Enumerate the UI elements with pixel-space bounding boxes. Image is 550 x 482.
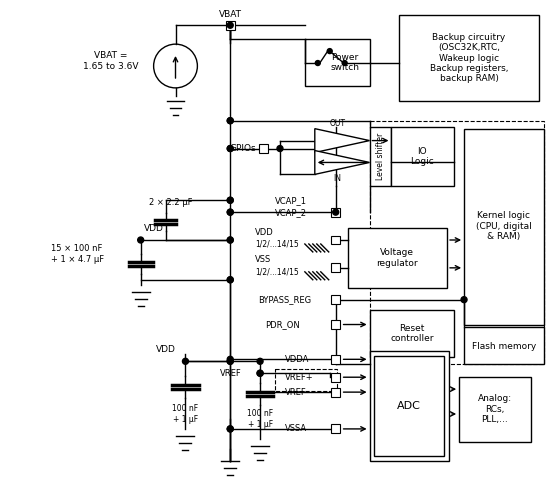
Circle shape xyxy=(227,197,233,203)
Circle shape xyxy=(227,358,233,364)
Bar xyxy=(331,388,340,397)
Circle shape xyxy=(227,118,233,124)
Bar xyxy=(348,228,447,288)
Circle shape xyxy=(461,297,467,303)
Text: 1/2/...14/15: 1/2/...14/15 xyxy=(255,268,299,276)
Text: VDDA: VDDA xyxy=(285,355,309,364)
Bar xyxy=(226,21,235,30)
Bar xyxy=(275,369,337,391)
Circle shape xyxy=(277,146,283,151)
Bar xyxy=(370,120,543,364)
Circle shape xyxy=(327,49,332,54)
Text: 100 nF
+ 1 μF: 100 nF + 1 μF xyxy=(247,409,273,428)
Text: Kernel logic
(CPU, digital
& RAM): Kernel logic (CPU, digital & RAM) xyxy=(476,211,532,241)
Text: ADC: ADC xyxy=(398,401,421,411)
Circle shape xyxy=(227,146,233,151)
Circle shape xyxy=(227,146,233,151)
Text: Level shifter: Level shifter xyxy=(376,133,385,180)
Text: VREF+: VREF+ xyxy=(285,373,314,382)
Circle shape xyxy=(227,277,233,283)
Bar xyxy=(331,295,340,304)
Text: IO
Logic: IO Logic xyxy=(410,147,434,166)
Circle shape xyxy=(227,358,233,364)
Bar xyxy=(370,309,454,357)
Circle shape xyxy=(227,237,233,243)
Bar xyxy=(399,15,538,101)
Text: Reset
controller: Reset controller xyxy=(390,324,434,343)
Text: Flash memory: Flash memory xyxy=(472,342,536,351)
Text: BYPASS_REG: BYPASS_REG xyxy=(258,295,311,304)
Circle shape xyxy=(257,370,263,376)
Text: VCAP_2: VCAP_2 xyxy=(275,208,307,217)
Polygon shape xyxy=(315,129,370,152)
Text: Voltage
regulator: Voltage regulator xyxy=(377,248,418,268)
Text: Power
switch: Power switch xyxy=(331,53,360,72)
Polygon shape xyxy=(315,150,370,174)
Text: IN: IN xyxy=(334,174,342,183)
Bar xyxy=(331,373,340,382)
Text: VDD: VDD xyxy=(144,224,163,233)
Circle shape xyxy=(227,209,233,215)
Bar xyxy=(375,356,444,456)
Text: VBAT: VBAT xyxy=(219,10,242,19)
Bar xyxy=(464,129,543,324)
Bar xyxy=(331,320,340,329)
Bar xyxy=(331,355,340,364)
Text: 2 × 2.2 μF: 2 × 2.2 μF xyxy=(148,198,192,207)
Text: 1/2/...14/15: 1/2/...14/15 xyxy=(255,240,299,249)
Circle shape xyxy=(315,61,320,66)
Text: Analog:
RCs,
PLL,...: Analog: RCs, PLL,... xyxy=(478,394,512,424)
Bar xyxy=(331,263,340,272)
Bar xyxy=(370,351,449,461)
Bar xyxy=(331,208,340,216)
Text: VREF-: VREF- xyxy=(285,388,310,397)
Circle shape xyxy=(342,61,347,66)
Bar xyxy=(331,236,340,244)
Bar xyxy=(464,327,543,364)
Text: GPIOs: GPIOs xyxy=(229,144,256,153)
Text: VDD: VDD xyxy=(156,345,175,354)
Text: VBAT =
1.65 to 3.6V: VBAT = 1.65 to 3.6V xyxy=(83,52,139,71)
Circle shape xyxy=(227,197,233,203)
Text: PDR_ON: PDR_ON xyxy=(265,320,300,329)
Circle shape xyxy=(257,370,263,376)
Circle shape xyxy=(227,426,233,432)
Circle shape xyxy=(138,237,144,243)
Text: OUT: OUT xyxy=(329,119,346,128)
Bar xyxy=(392,127,454,187)
Text: VREF: VREF xyxy=(221,369,242,378)
Circle shape xyxy=(227,356,233,362)
Text: 100 nF
+ 1 μF: 100 nF + 1 μF xyxy=(172,404,199,424)
Circle shape xyxy=(227,118,233,124)
Bar xyxy=(258,144,267,153)
Text: 15 × 100 nF
+ 1 × 4.7 μF: 15 × 100 nF + 1 × 4.7 μF xyxy=(51,244,104,264)
Bar xyxy=(331,425,340,433)
Circle shape xyxy=(227,22,233,28)
Text: VCAP_1: VCAP_1 xyxy=(275,196,307,205)
Text: VSS: VSS xyxy=(255,255,271,265)
Text: Backup circuitry
(OSC32K,RTC,
Wakeup logic
Backup registers,
backup RAM): Backup circuitry (OSC32K,RTC, Wakeup log… xyxy=(430,33,508,83)
Circle shape xyxy=(257,358,263,364)
Bar xyxy=(305,39,370,86)
Circle shape xyxy=(333,209,339,215)
Text: VDD: VDD xyxy=(255,228,274,237)
Circle shape xyxy=(227,426,233,432)
Bar xyxy=(459,377,531,442)
Circle shape xyxy=(227,237,233,243)
Text: VSSA: VSSA xyxy=(285,425,307,433)
Circle shape xyxy=(183,358,189,364)
Bar xyxy=(370,127,392,187)
Circle shape xyxy=(227,277,233,283)
Circle shape xyxy=(227,209,233,215)
